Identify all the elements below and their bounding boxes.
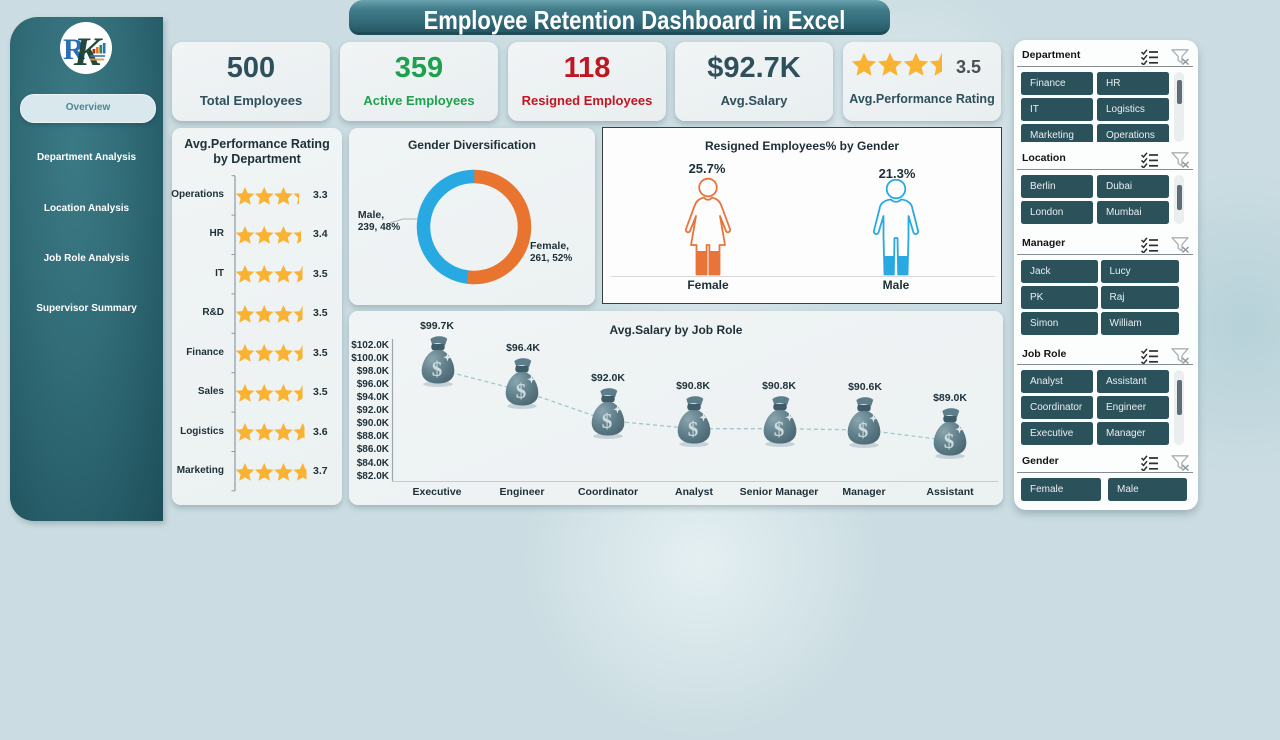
svg-text:R: R <box>63 33 85 66</box>
svg-text:3.5: 3.5 <box>956 57 981 77</box>
